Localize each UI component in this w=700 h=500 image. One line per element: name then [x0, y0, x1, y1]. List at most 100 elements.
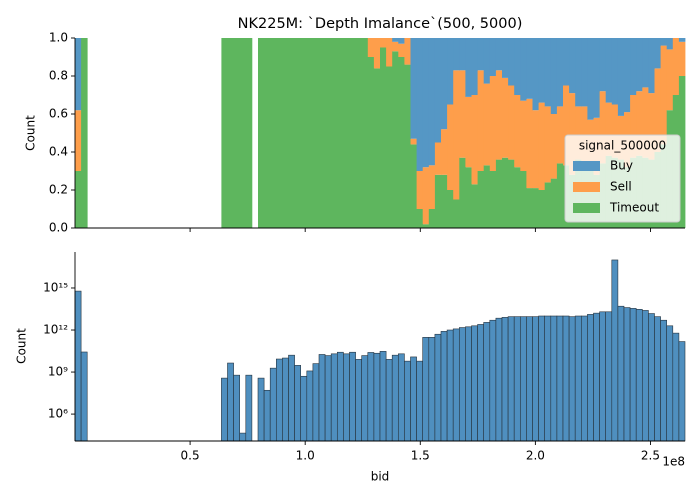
bar [556, 315, 564, 442]
fill-bar [453, 199, 460, 228]
fill-bar [532, 110, 539, 189]
fill-bar [392, 41, 399, 52]
fill-bar [556, 163, 564, 228]
fill-bar [471, 184, 478, 228]
bar [465, 326, 472, 442]
fill-bar [678, 76, 686, 228]
fill-bar [654, 68, 661, 152]
bar [324, 355, 332, 442]
fill-bar [660, 45, 668, 145]
fill-bar [404, 38, 411, 65]
fill-bar [410, 144, 417, 228]
bar [428, 337, 436, 442]
bar [580, 315, 588, 442]
fill-bar [550, 178, 558, 228]
bar [245, 374, 253, 442]
fill-bar [306, 38, 314, 228]
fill-bar [477, 171, 485, 228]
y-tick-label: 10⁹ [48, 365, 68, 379]
bar [538, 315, 545, 442]
bar [446, 329, 454, 442]
fill-bar [636, 91, 643, 156]
bar [367, 352, 375, 442]
y-tick-label: 0.8 [49, 69, 68, 83]
x-tick-label: 1.0 [296, 449, 315, 463]
fill-bar [630, 38, 637, 95]
bar [440, 331, 448, 442]
y-tick-label: 0.6 [49, 107, 68, 121]
bar [416, 360, 424, 442]
fill-bar [355, 38, 363, 228]
y-tick-label: 10¹² [43, 323, 68, 337]
plot-area [74, 259, 686, 442]
bar [648, 313, 655, 442]
fill-bar [599, 91, 607, 164]
legend-title: signal_500000 [579, 139, 666, 153]
fill-bar [569, 93, 576, 175]
fill-bar [459, 38, 466, 71]
fill-bar [514, 167, 521, 228]
bar [574, 315, 582, 442]
fill-bar [312, 38, 320, 228]
bar [239, 432, 247, 442]
fill-bar [678, 38, 686, 42]
bar [269, 367, 277, 442]
bar [635, 309, 643, 442]
bar [519, 316, 527, 442]
fill-bar [495, 70, 503, 160]
fill-bar [349, 38, 356, 228]
fill-bar [654, 38, 661, 69]
fill-bar [227, 38, 234, 228]
fill-bar [526, 188, 533, 228]
y-tick-label: 10¹⁵ [43, 280, 68, 294]
fill-bar [441, 174, 448, 228]
y-tick-label: 0.2 [49, 183, 68, 197]
fill-bar [75, 171, 82, 228]
bar [544, 315, 552, 442]
fill-bar [447, 38, 454, 105]
fill-bar [300, 38, 308, 228]
fill-bar [672, 38, 680, 95]
legend-swatch [573, 161, 600, 171]
fill-bar [288, 38, 295, 228]
bar [483, 322, 491, 442]
fill-bar [489, 38, 497, 76]
fill-bar [258, 38, 265, 228]
fill-bar [483, 38, 491, 84]
fill-bar [636, 38, 643, 92]
fill-bar [526, 38, 533, 99]
bar [501, 317, 509, 442]
bar [361, 355, 369, 442]
fill-bar [495, 159, 503, 228]
bar [605, 311, 613, 442]
fill-bar [666, 38, 674, 50]
bar [641, 310, 649, 442]
fill-bar [434, 174, 442, 228]
fill-bar [434, 38, 442, 143]
fill-bar [495, 38, 503, 71]
fill-bar [508, 38, 515, 86]
fill-bar [373, 38, 381, 69]
fill-bar [544, 38, 552, 107]
fill-bar [410, 38, 417, 139]
fill-bar [428, 209, 436, 228]
fill-bar [642, 87, 649, 158]
bar [672, 332, 680, 442]
fill-bar [373, 68, 381, 229]
x-tick-label: 2.0 [526, 449, 545, 463]
fill-bar [514, 95, 521, 168]
fill-bar [508, 159, 515, 228]
bar [629, 308, 637, 442]
fill-bar [343, 38, 350, 228]
fill-bar [282, 38, 289, 228]
fill-bar [611, 38, 619, 105]
bar [221, 377, 228, 442]
bar [263, 389, 271, 442]
fill-bar [276, 38, 283, 228]
fill-bar [422, 224, 430, 228]
bar [495, 317, 503, 442]
bar [550, 315, 558, 442]
bar [306, 370, 314, 442]
fill-bar [428, 165, 436, 209]
